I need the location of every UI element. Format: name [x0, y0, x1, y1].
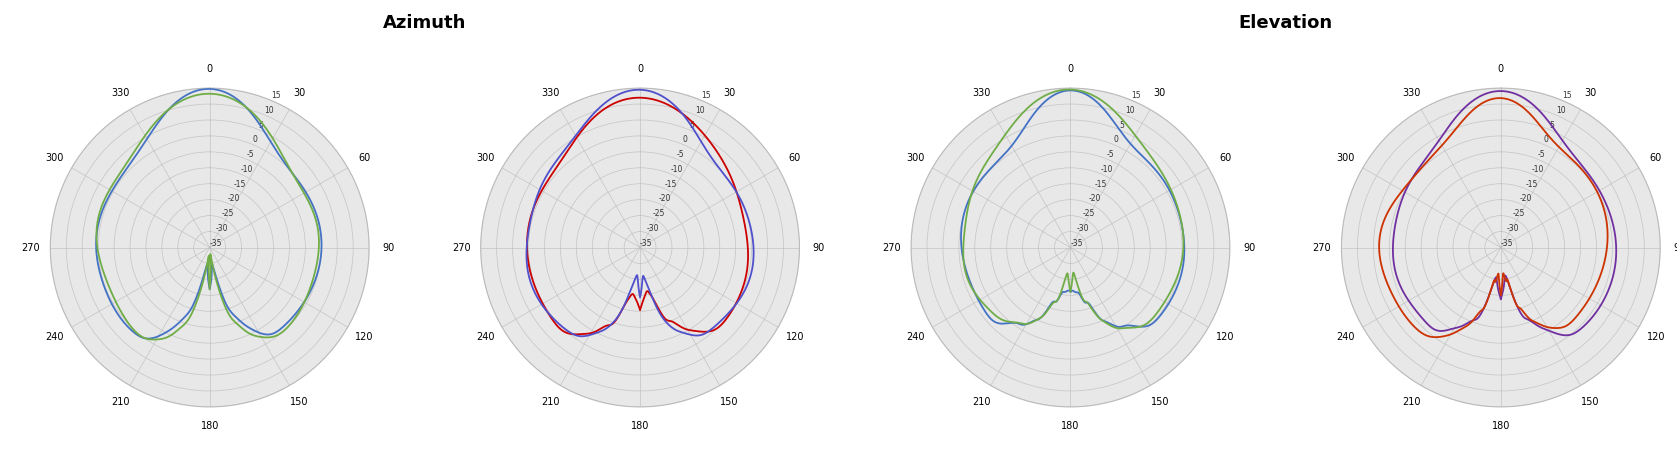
Text: Elevation: Elevation — [1239, 14, 1333, 32]
Text: Azimuth: Azimuth — [384, 14, 466, 32]
